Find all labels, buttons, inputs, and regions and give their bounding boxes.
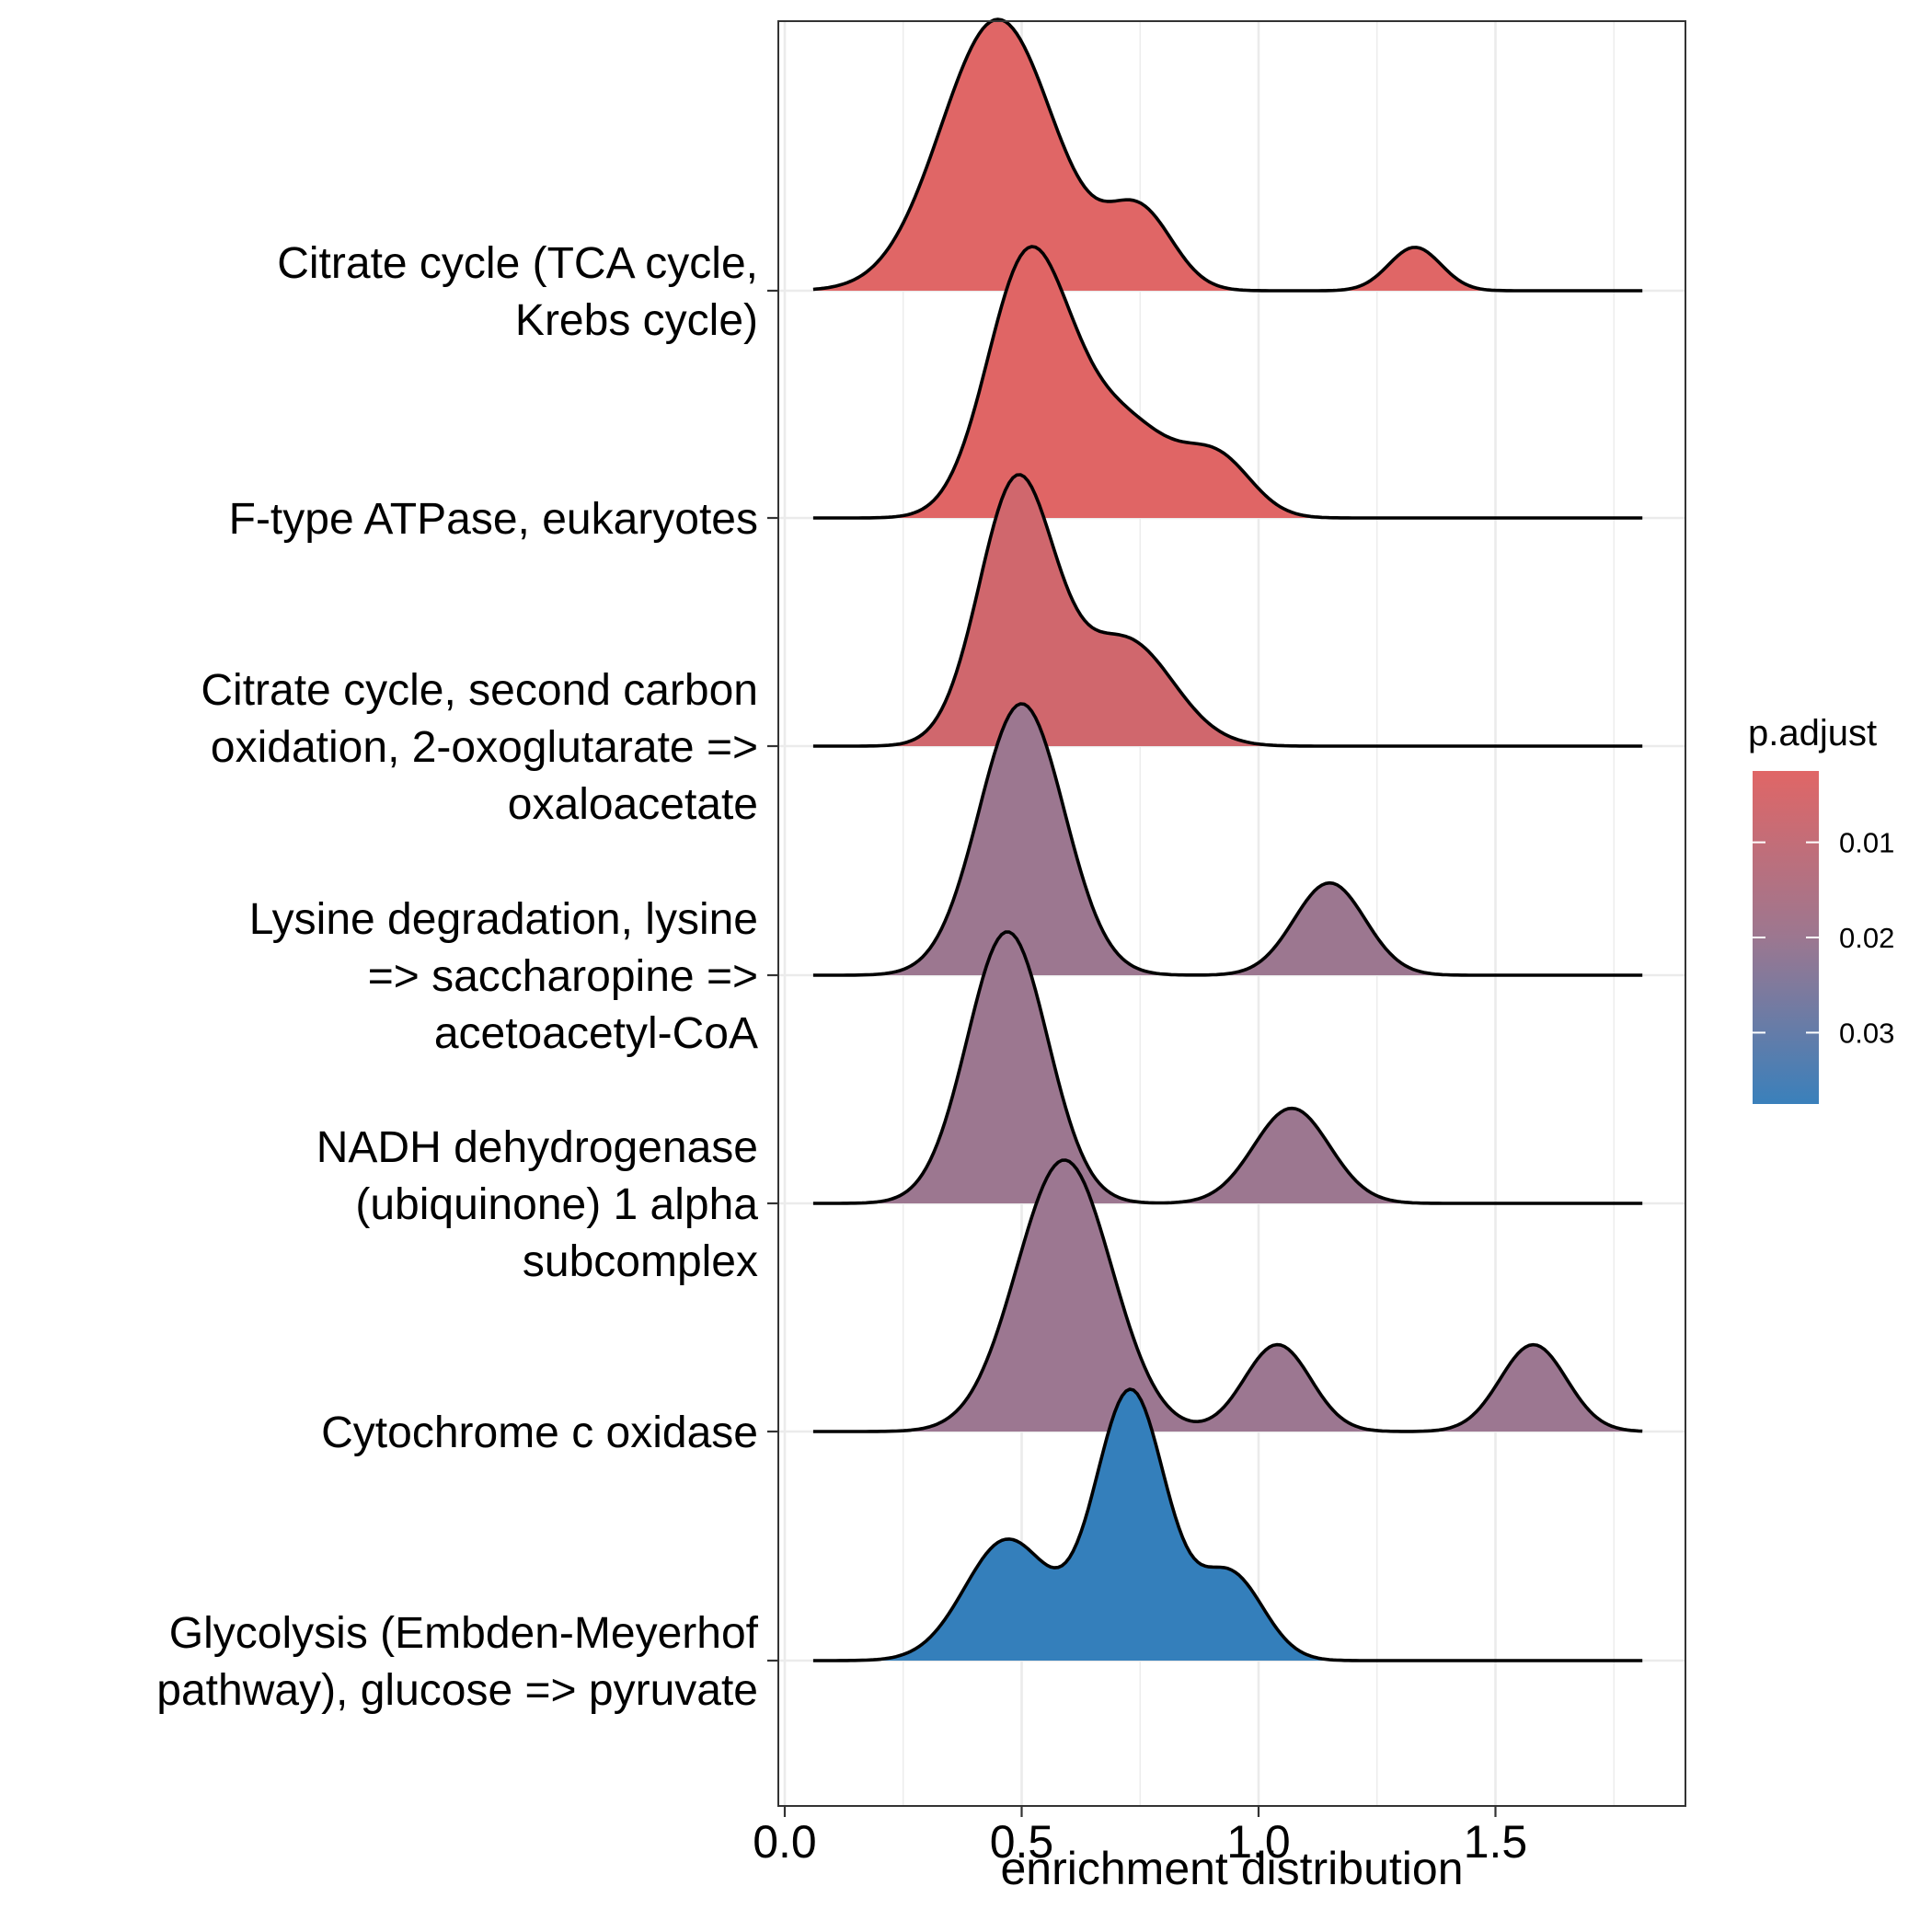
legend-tick-label: 0.02 bbox=[1839, 922, 1894, 954]
legend-title: p.adjust bbox=[1748, 713, 1877, 753]
ridge-1 bbox=[812, 17, 1643, 293]
ridge-area bbox=[812, 247, 1643, 518]
y-tick-label: F-type ATPase, eukaryotes bbox=[229, 495, 758, 544]
y-tick-label-line: Glycolysis (Embden-Meyerhof bbox=[169, 1609, 759, 1658]
y-axis: Citrate cycle (TCA cycle, Krebs cycle) F-t… bbox=[156, 239, 778, 1715]
y-tick-label-line: Cytochrome c oxidase bbox=[321, 1409, 758, 1457]
legend-ticks: 0.01 0.02 0.03 bbox=[1753, 827, 1894, 1049]
ridge-outline bbox=[812, 1387, 1643, 1662]
ridge-2 bbox=[812, 245, 1643, 520]
ridge-3 bbox=[812, 473, 1643, 748]
y-tick-label-line: oxidation, 2-oxoglutarate => bbox=[211, 723, 758, 772]
y-tick-label-line: Lysine degradation, lysine bbox=[249, 895, 758, 944]
y-tick-label-line: Citrate cycle, second carbon bbox=[201, 666, 758, 715]
ridge-outline bbox=[812, 930, 1643, 1205]
x-axis-title: enrichment distribution bbox=[1000, 1843, 1463, 1894]
x-tick-label: 0.5 bbox=[990, 1816, 1054, 1868]
y-tick-label: Cytochrome c oxidase bbox=[321, 1409, 758, 1457]
x-axis: 0.0 0.5 1.0 1.5 bbox=[753, 1806, 1527, 1868]
y-tick-label-line: (ubiquinone) 1 alpha bbox=[355, 1180, 758, 1229]
y-tick-label-line: pathway), glucose => pyruvate bbox=[156, 1666, 758, 1715]
y-tick-label-line: => saccharopine => bbox=[368, 952, 758, 1001]
ridge-7 bbox=[812, 1387, 1643, 1662]
y-tick-label: NADH dehydrogenase (ubiquinone) 1 alpha su… bbox=[316, 1123, 759, 1286]
ridges bbox=[812, 17, 1643, 1662]
ridge-outline bbox=[812, 702, 1643, 977]
ridge-6 bbox=[812, 1158, 1643, 1433]
y-tick-label-line: subcomplex bbox=[523, 1237, 758, 1286]
x-tick-label: 1.0 bbox=[1226, 1816, 1291, 1868]
y-tick-label: Glycolysis (Embden-Meyerhof pathway), glu… bbox=[156, 1609, 758, 1715]
y-tick-label-line: NADH dehydrogenase bbox=[316, 1123, 758, 1172]
y-tick-label-line: Krebs cycle) bbox=[515, 296, 758, 345]
legend-tick-label: 0.01 bbox=[1839, 827, 1894, 859]
ridge-4 bbox=[812, 702, 1643, 977]
legend-tick-label: 0.03 bbox=[1839, 1017, 1894, 1049]
legend: p.adjust 0.01 0.02 0.03 bbox=[1748, 713, 1894, 1104]
ridge-outline bbox=[812, 473, 1643, 748]
y-tick-label-line: F-type ATPase, eukaryotes bbox=[229, 495, 758, 544]
ridge-area bbox=[812, 704, 1643, 975]
ridge-area bbox=[812, 932, 1643, 1203]
ridge-area bbox=[812, 19, 1643, 291]
y-tick-label: Citrate cycle (TCA cycle, Krebs cycle) bbox=[277, 239, 758, 345]
y-tick-label-line: oxaloacetate bbox=[508, 780, 758, 829]
ridge-area bbox=[812, 1389, 1643, 1661]
panel-border bbox=[777, 20, 1686, 1807]
ridge-5 bbox=[812, 930, 1643, 1205]
y-tick-label-line: Citrate cycle (TCA cycle, bbox=[277, 239, 758, 288]
y-tick-label-line: acetoacetyl-CoA bbox=[434, 1009, 758, 1058]
ridge-area bbox=[812, 475, 1643, 746]
x-tick-label: 1.5 bbox=[1464, 1816, 1528, 1868]
ridge-outline bbox=[812, 245, 1643, 520]
ridge-area bbox=[812, 1160, 1643, 1432]
x-tick-label: 0.0 bbox=[753, 1816, 817, 1868]
y-tick-label: Lysine degradation, lysine => saccharopin… bbox=[249, 895, 758, 1058]
ridge-outline bbox=[812, 17, 1643, 293]
y-tick-label: Citrate cycle, second carbon oxidation, 2… bbox=[201, 666, 758, 829]
ridge-outline bbox=[812, 1158, 1643, 1433]
